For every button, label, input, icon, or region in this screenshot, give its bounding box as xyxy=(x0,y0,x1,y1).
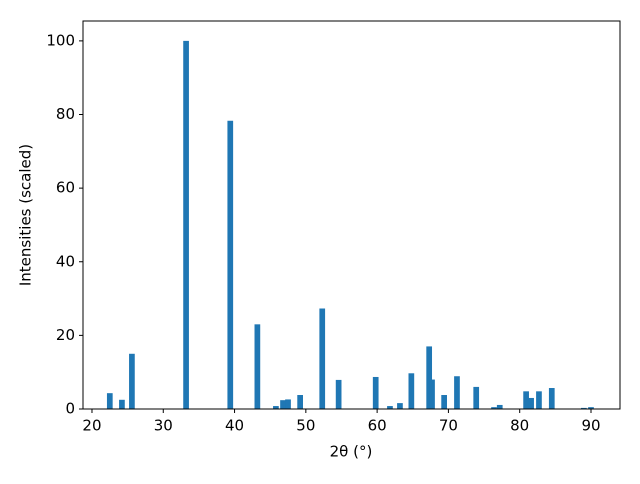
bar xyxy=(254,324,261,409)
bar xyxy=(285,399,291,409)
y-tick-label: 100 xyxy=(46,31,75,49)
y-tick-label: 60 xyxy=(56,179,75,197)
plot-area xyxy=(83,21,620,409)
bar xyxy=(454,376,460,409)
x-tick-label: 60 xyxy=(368,417,387,435)
bar xyxy=(227,120,234,409)
x-tick-label: 80 xyxy=(510,417,529,435)
bar xyxy=(119,399,125,409)
axes-frame xyxy=(82,20,621,410)
bar xyxy=(496,404,503,409)
bar xyxy=(372,376,379,409)
y-tick-label: 0 xyxy=(65,400,75,418)
bar xyxy=(548,388,555,409)
bar xyxy=(335,379,342,409)
bar xyxy=(297,395,303,409)
bar xyxy=(397,403,403,409)
x-tick-label: 20 xyxy=(82,417,101,435)
y-tick-label: 80 xyxy=(56,105,75,123)
x-tick-label: 30 xyxy=(154,417,173,435)
bar xyxy=(280,400,286,409)
bar xyxy=(523,391,529,409)
bar xyxy=(491,407,497,409)
y-tick-label: 40 xyxy=(56,252,75,270)
y-axis-label: Intensities (scaled) xyxy=(17,144,35,286)
x-axis-label: 2θ (°) xyxy=(330,443,373,461)
bar xyxy=(588,407,594,409)
x-tick-label: 70 xyxy=(439,417,458,435)
bar xyxy=(387,406,393,409)
x-tick-label: 90 xyxy=(581,417,600,435)
bar xyxy=(581,407,587,409)
bar xyxy=(473,386,480,409)
bar xyxy=(429,379,435,409)
x-tick-label: 40 xyxy=(225,417,244,435)
bar xyxy=(319,308,326,409)
bar xyxy=(536,391,542,409)
bar xyxy=(106,393,113,409)
bar xyxy=(183,40,189,409)
y-tick-label: 20 xyxy=(56,326,75,344)
bar xyxy=(426,346,433,409)
bar xyxy=(441,395,447,409)
bar xyxy=(273,406,279,409)
bar xyxy=(129,353,135,409)
bar xyxy=(408,373,415,409)
bar xyxy=(528,397,534,409)
x-tick-label: 50 xyxy=(296,417,315,435)
